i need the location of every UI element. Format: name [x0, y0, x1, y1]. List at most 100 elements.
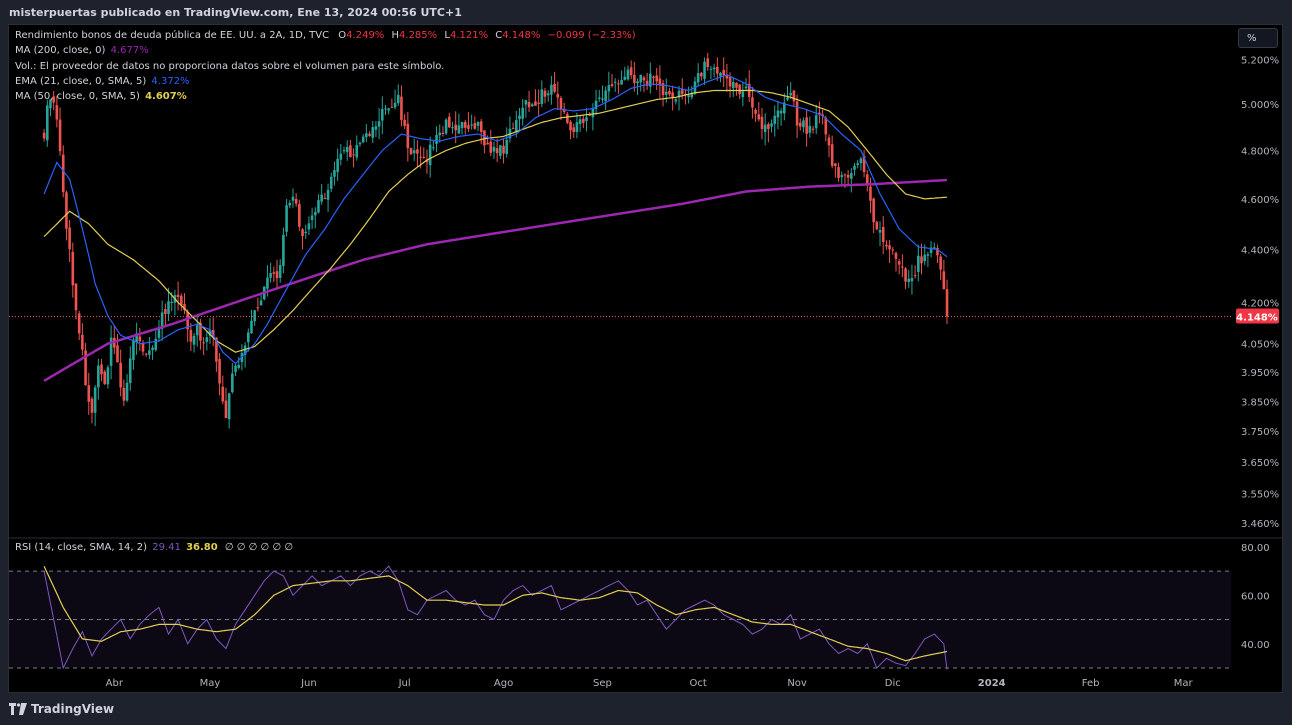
candle-body — [920, 256, 923, 264]
candle-body — [403, 119, 406, 126]
candle-body — [317, 200, 320, 213]
candle-body — [237, 364, 241, 368]
candle-body — [272, 272, 276, 274]
candle-body — [751, 97, 754, 108]
candle-body — [894, 253, 898, 259]
candle-body — [537, 102, 540, 104]
candle-body — [49, 99, 52, 109]
candle-body — [518, 115, 521, 120]
rsi-axis-tick: 80.00 — [1241, 543, 1270, 554]
candle-body — [629, 67, 633, 76]
candle-body — [288, 202, 292, 206]
candle-body — [827, 137, 831, 146]
time-axis-tick: 2024 — [978, 678, 1006, 689]
candle-body — [760, 116, 764, 129]
candle-body — [336, 158, 339, 172]
candle-body — [677, 90, 681, 98]
candle-body — [582, 118, 585, 123]
candle-body — [636, 81, 639, 84]
candle-body — [738, 84, 741, 95]
candle-body — [122, 387, 126, 401]
candle-body — [374, 126, 378, 130]
candle-body — [441, 132, 445, 135]
candle-body — [144, 353, 148, 355]
candle-body — [757, 114, 761, 120]
candle-body — [333, 170, 336, 177]
tradingview-logo-icon — [9, 703, 27, 715]
legend-close-value: 4.148% — [502, 30, 541, 41]
candle-body — [342, 150, 346, 152]
candle-body — [546, 93, 550, 96]
candle-body — [361, 136, 365, 143]
candle-body — [93, 387, 97, 413]
candle-body — [671, 92, 674, 99]
candle-body — [310, 215, 314, 220]
candle-body — [454, 124, 457, 131]
candle-body — [875, 221, 879, 230]
price-axis-tick: 4.050% — [1241, 340, 1279, 351]
legend-ema21-row[interactable]: EMA (21, close, 0, SMA, 5) 4.372% — [15, 76, 190, 87]
time-axis-tick: Ago — [494, 678, 513, 689]
percent-scale-button[interactable]: % — [1238, 28, 1278, 48]
candle-body — [690, 92, 694, 98]
candle-body — [479, 121, 483, 132]
candle-body — [90, 398, 94, 413]
candle-body — [524, 100, 528, 105]
candle-body — [186, 311, 189, 330]
candle-body — [945, 289, 949, 317]
candle-body — [865, 174, 869, 185]
candle-body — [932, 247, 936, 250]
legend-rsi-extras: ∅ ∅ ∅ ∅ ∅ ∅ — [224, 542, 294, 553]
candle-body — [128, 358, 132, 384]
candle-body — [266, 277, 269, 289]
candle-body — [802, 120, 805, 128]
candle-body — [610, 84, 614, 86]
candle-body — [770, 123, 773, 127]
price-axis-tick: 4.800% — [1241, 146, 1279, 157]
candle-body — [818, 112, 821, 115]
candle-body — [438, 132, 442, 136]
legend-symbol[interactable]: Rendimiento bonos de deuda pública de EE… — [15, 30, 330, 41]
time-axis-tick: Sep — [593, 678, 612, 689]
price-axis-tick: 3.650% — [1241, 458, 1279, 469]
footer-brand[interactable]: TradingView — [9, 702, 114, 716]
candle-body — [416, 149, 419, 154]
candle-body — [904, 268, 907, 282]
candle-body — [211, 330, 215, 338]
candle-body — [81, 334, 84, 350]
candle-body — [499, 145, 502, 156]
legend-ma50-row[interactable]: MA (50, close, 0, SMA, 5) 4.607% — [15, 91, 187, 102]
candle-body — [798, 122, 802, 127]
legend-ma200-label: MA (200, close, 0) — [15, 45, 106, 56]
candle-body — [135, 333, 138, 343]
legend-rsi-row[interactable]: RSI (14, close, SMA, 14, 2) 29.41 36.80 … — [15, 542, 293, 553]
candle-body — [521, 107, 524, 119]
candle-body — [885, 244, 888, 247]
legend-ma200-row[interactable]: MA (200, close, 0) 4.677% — [15, 45, 149, 56]
candle-body — [329, 176, 333, 189]
candle-body — [859, 158, 863, 164]
candle-body — [486, 142, 489, 145]
candle-body — [132, 339, 135, 360]
candle-body — [467, 125, 470, 129]
candle-body — [620, 80, 623, 85]
legend-rsi-value: 29.41 — [152, 542, 181, 553]
publish-header: misterpuertas publicado en TradingView.c… — [0, 0, 1292, 24]
candle-body — [55, 105, 59, 120]
candle-body — [840, 175, 844, 178]
candle-body — [926, 254, 930, 256]
candle-body — [97, 365, 100, 388]
candle-body — [917, 255, 920, 272]
candle-body — [218, 359, 221, 384]
candle-body — [231, 373, 234, 393]
chart-frame[interactable] — [8, 24, 1283, 693]
candle-body — [221, 386, 225, 402]
candle-body — [716, 66, 719, 74]
candle-body — [138, 336, 142, 342]
candle-body — [505, 139, 509, 154]
candle-body — [578, 119, 582, 124]
time-axis-tick: Dic — [885, 678, 901, 689]
candle-body — [786, 97, 789, 100]
candle-body — [633, 74, 636, 83]
